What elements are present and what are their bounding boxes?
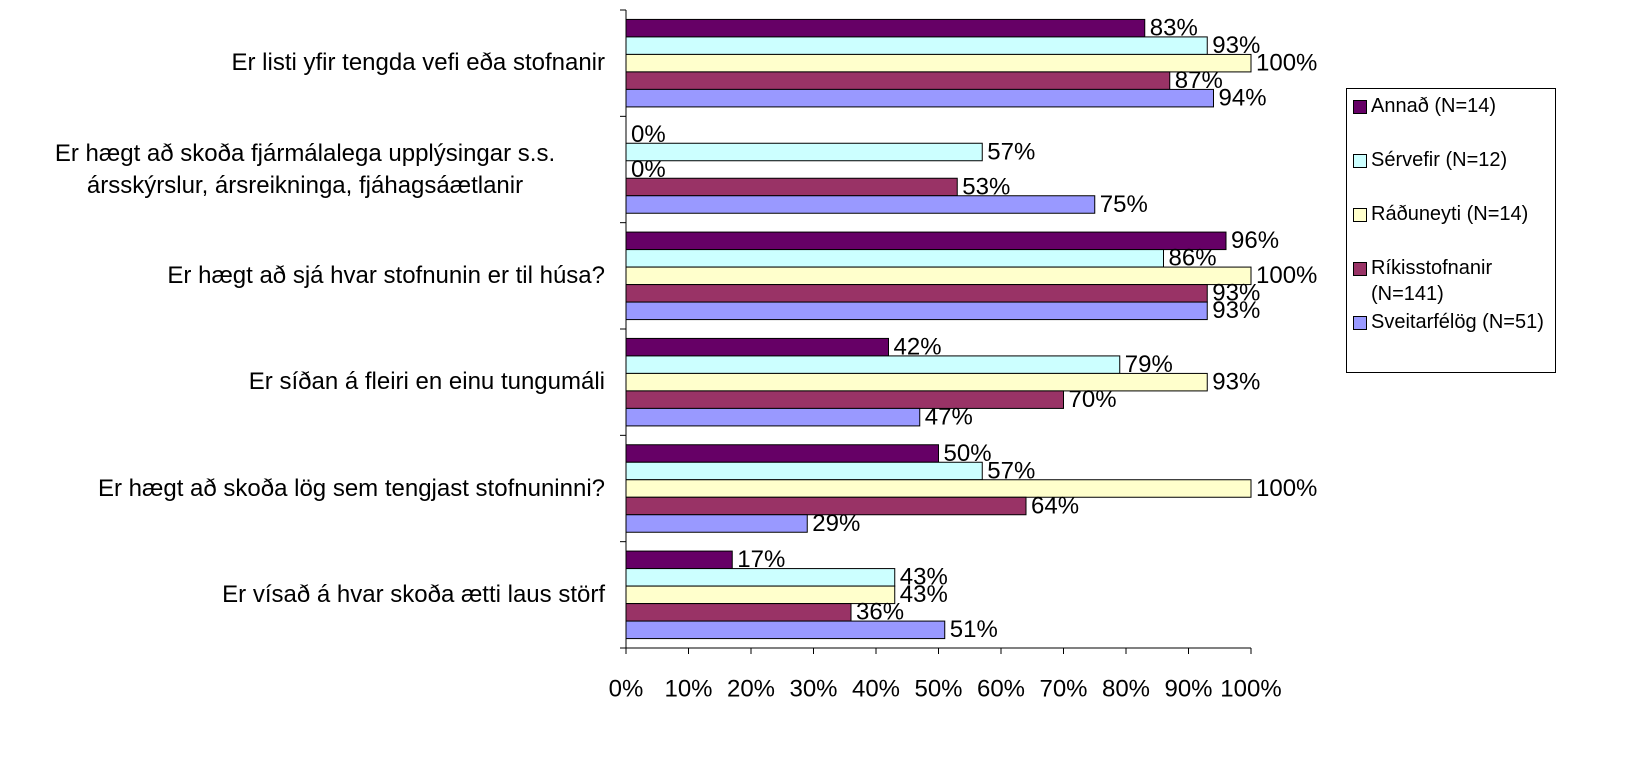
x-tick-label: 70% [1039,675,1087,702]
x-tick-label: 30% [789,675,837,702]
data-label: 100% [1256,262,1317,289]
legend-swatch [1353,208,1367,222]
data-label: 70% [1069,386,1117,413]
bar [625,372,1208,392]
bar [625,266,1252,286]
bar [625,603,852,622]
data-label: 93% [1212,297,1260,324]
category-text: Er hægt að skoða fjármálalega upplýsinga… [54,139,556,199]
data-label: 43% [900,581,948,608]
data-label: 100% [1256,50,1317,77]
bar [625,36,1208,55]
data-label: 93% [1212,369,1260,396]
bar [625,142,983,162]
data-label: 93% [1212,280,1260,307]
x-tick-label: 10% [664,675,712,702]
data-label: 57% [987,138,1035,165]
bar [625,231,1227,251]
legend-label: Ríkisstofnanir (N=141) [1371,257,1493,305]
bar [625,407,921,427]
bar [625,620,946,640]
bar [625,18,1146,38]
data-label: 94% [1219,85,1267,112]
category-label: Er hægt að sjá hvar stofnunin er til hús… [0,260,605,292]
legend-entry: Sveitarfélög (N=51) [1353,309,1551,363]
bar [625,461,983,481]
bar [625,337,889,357]
legend-label: Annað (N=14) [1371,95,1497,117]
bar [625,496,1027,516]
legend-entry: Annað (N=14) [1353,93,1551,147]
data-label: 96% [1231,227,1279,254]
x-tick-label: 90% [1164,675,1212,702]
x-tick-label: 60% [977,675,1025,702]
x-tick-label: 20% [727,675,775,702]
bar [625,550,733,570]
bar [625,585,896,605]
data-label: 51% [950,616,998,643]
legend-entry: Sérvefir (N=12) [1353,147,1551,201]
legend-entry: Ráðuneyti (N=14) [1353,201,1551,255]
category-label: Er listi yfir tengda vefi eða stofnanir [0,47,605,79]
x-tick-label: 40% [852,675,900,702]
bar [625,71,1171,90]
category-text: Er hægt að skoða lög sem tengjast stofnu… [98,474,605,502]
bar [625,301,1208,321]
legend-swatch [1353,316,1367,330]
bar [625,195,1096,214]
bar [625,479,1252,498]
data-label: 75% [1100,191,1148,218]
legend-swatch [1353,154,1367,168]
x-tick-label: 100% [1220,675,1281,702]
category-text: Er listi yfir tengda vefi eða stofnanir [231,49,605,77]
bar [625,355,1121,374]
category-text: Er hægt að sjá hvar stofnunin er til hús… [167,261,605,289]
data-label: 100% [1256,475,1317,502]
bar [625,444,939,463]
bar [625,249,1164,268]
legend-label: Ráðuneyti (N=14) [1371,203,1529,225]
bar [625,88,1214,108]
legend-swatch [1353,262,1367,276]
legend-label: Sveitarfélög (N=51) [1371,311,1544,333]
bar [625,514,808,533]
category-text: Er síðan á fleiri en einu tungumáli [248,368,605,396]
category-label: Er hægt að skoða lög sem tengjast stofnu… [0,473,605,505]
legend-entry: Ríkisstofnanir (N=141) [1353,255,1551,309]
bar [625,177,958,197]
data-label: 47% [925,404,973,431]
legend-label: Sérvefir (N=12) [1371,149,1508,171]
x-tick-label: 50% [914,675,962,702]
category-label: Er síðan á fleiri en einu tungumáli [0,366,605,398]
x-tick-label: 0% [609,675,644,702]
data-label: 29% [812,510,860,537]
data-label: 64% [1031,492,1079,519]
bar [625,390,1064,409]
category-label: Er vísað á hvar skoða ætti laus störf [0,579,605,611]
bar [625,53,1252,73]
legend: Annað (N=14) Sérvefir (N=12) Ráðuneyti (N=… [1346,88,1556,373]
data-label: 43% [900,564,948,591]
legend-swatch [1353,100,1367,114]
bar [625,284,1208,303]
bar [625,568,896,587]
x-tick-label: 80% [1102,675,1150,702]
category-text: Er vísað á hvar skoða ætti laus störf [222,580,605,608]
category-label: Er hægt að skoða fjármálalega upplýsinga… [0,138,605,202]
